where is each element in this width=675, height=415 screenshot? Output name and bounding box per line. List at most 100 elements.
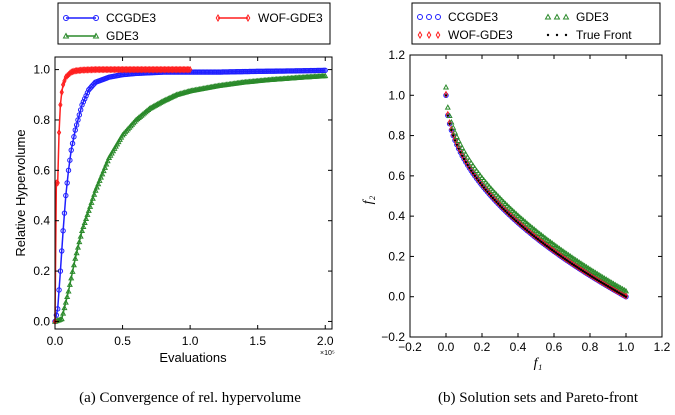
convergence-point-wof-gde3 — [154, 65, 159, 74]
pareto-point-gde3 — [491, 189, 498, 195]
pareto-point-true-front — [489, 194, 493, 198]
pareto-point-wof-gde3 — [458, 147, 463, 155]
convergence-point-ccgde3 — [61, 210, 68, 216]
pareto-point-true-front — [461, 154, 464, 157]
pareto-point-true-front — [619, 292, 622, 295]
convergence-point-ccgde3 — [75, 117, 81, 123]
pareto-point-true-front — [621, 293, 624, 296]
convergence-y-tick-label: 1.0 — [33, 63, 50, 77]
pareto-point-true-front — [612, 288, 615, 291]
pareto-point-true-front — [464, 160, 467, 164]
pareto-point-true-front — [590, 275, 593, 278]
pareto-point-true-front — [540, 240, 543, 244]
convergence-ticks: 0.0 0.5 1.0 1.5 2.0 0.0 0.2 0.4 0.6 0.8 1.0 — [33, 57, 334, 348]
convergence-point-wof-gde3 — [119, 65, 124, 74]
pareto-point-true-front — [567, 260, 570, 263]
pareto-point-true-front — [615, 290, 619, 293]
convergence-point-gde3 — [104, 157, 111, 164]
pareto-point-true-front — [524, 227, 527, 231]
pareto-point-true-front — [493, 198, 496, 202]
legend-marker-wof-gde3 — [215, 14, 221, 22]
legend-label-ccgde3: CCGDE3 — [106, 11, 156, 25]
legend-marker-gde3 — [62, 32, 70, 39]
pareto-point-true-front — [556, 252, 559, 256]
pareto-point-true-front — [511, 216, 514, 220]
convergence-point-wof-gde3 — [177, 65, 182, 74]
convergence-point-wof-gde3 — [147, 65, 152, 74]
convergence-point-wof-gde3 — [66, 70, 71, 79]
convergence-point-wof-gde3 — [125, 65, 131, 74]
pareto-point-gde3 — [496, 195, 504, 201]
convergence-point-wof-gde3 — [102, 65, 108, 74]
convergence-point-wof-gde3 — [131, 65, 136, 74]
pareto-point-gde3 — [442, 83, 450, 90]
legend-marker-wof-gde3 — [245, 14, 251, 22]
convergence-point-gde3 — [83, 215, 90, 221]
convergence-point-gde3 — [88, 199, 95, 205]
convergence-point-gde3 — [92, 187, 99, 193]
pareto-point-true-front — [534, 236, 538, 239]
convergence-point-gde3 — [64, 293, 71, 300]
pareto-point-true-front — [572, 263, 575, 267]
convergence-point-ccgde3 — [76, 112, 83, 118]
pareto-y-tick-label: 0.6 — [388, 169, 405, 183]
convergence-point-wof-gde3 — [79, 66, 85, 74]
pareto-point-true-front — [617, 291, 620, 294]
pareto-point-true-front — [527, 230, 530, 234]
convergence-point-wof-gde3 — [151, 65, 156, 74]
convergence-point-gde3 — [103, 161, 110, 167]
convergence-point-wof-gde3 — [92, 65, 97, 74]
convergence-point-wof-gde3 — [129, 65, 135, 74]
convergence-point-ccgde3 — [90, 82, 96, 88]
convergence-point-wof-gde3 — [127, 65, 132, 74]
convergence-point-gde3 — [70, 261, 77, 268]
convergence-x-tick-label: 1.0 — [182, 334, 199, 348]
chart-pareto: −0.2−0.2 0.0 0.0 0.2 0.2 0.4 0.4 0.6 0.6 0.8 0.8 1.… — [361, 2, 671, 406]
convergence-point-ccgde3 — [64, 180, 70, 186]
convergence-point-wof-gde3 — [90, 65, 95, 74]
pareto-point-gde3 — [482, 179, 489, 185]
pareto-point-true-front — [536, 237, 539, 241]
convergence-point-wof-gde3 — [128, 65, 133, 74]
convergence-point-gde3 — [84, 211, 91, 217]
pareto-point-true-front — [597, 279, 601, 283]
convergence-point-gde3 — [61, 304, 68, 311]
pareto-point-wof-gde3 — [443, 90, 449, 98]
convergence-point-gde3 — [68, 274, 75, 281]
convergence-point-gde3 — [74, 244, 82, 250]
convergence-point-gde3 — [95, 180, 102, 187]
pareto-point-true-front — [462, 157, 466, 161]
convergence-line-gde3 — [54, 75, 326, 323]
pareto-plot-frame — [409, 54, 663, 338]
pareto-point-true-front — [588, 274, 592, 277]
convergence-point-ccgde3 — [88, 84, 95, 90]
legend-label-wof-gde3: WOF-GDE3 — [448, 28, 513, 42]
convergence-point-wof-gde3 — [100, 65, 105, 74]
convergence-point-ccgde3 — [86, 87, 92, 93]
convergence-y-tick-label: 0.6 — [33, 163, 50, 177]
convergence-point-wof-gde3 — [106, 65, 112, 74]
pareto-point-gde3 — [500, 198, 507, 205]
convergence-point-wof-gde3 — [143, 65, 148, 74]
pareto-point-gde3 — [498, 196, 505, 203]
pareto-point-true-front — [470, 169, 473, 172]
pareto-point-true-front — [444, 94, 448, 97]
pareto-point-gde3 — [622, 287, 630, 294]
convergence-point-gde3 — [99, 170, 106, 177]
convergence-point-wof-gde3 — [138, 65, 143, 74]
convergence-point-wof-gde3 — [181, 65, 186, 74]
convergence-point-wof-gde3 — [174, 65, 179, 74]
convergence-point-gde3 — [78, 227, 86, 234]
pareto-point-gde3 — [502, 200, 509, 206]
pareto-point-gde3 — [459, 144, 466, 151]
pareto-point-true-front — [500, 206, 503, 209]
convergence-point-wof-gde3 — [82, 66, 87, 74]
pareto-point-true-front — [551, 248, 554, 252]
convergence-point-ccgde3 — [83, 93, 89, 99]
convergence-point-ccgde3 — [77, 107, 84, 113]
convergence-point-wof-gde3 — [146, 65, 151, 74]
pareto-point-gde3 — [453, 133, 460, 139]
pareto-y-tick-label: 1.0 — [388, 88, 405, 102]
pareto-point-true-front — [570, 262, 574, 266]
convergence-point-wof-gde3 — [97, 65, 102, 74]
